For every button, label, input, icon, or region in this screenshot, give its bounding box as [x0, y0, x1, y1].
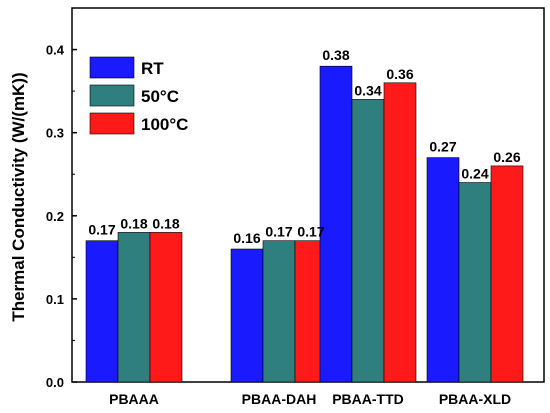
bar [149, 232, 183, 383]
legend-label: 100°C [141, 115, 188, 134]
legend-label: RT [141, 59, 164, 78]
y-tick-label: 0.3 [46, 126, 64, 141]
bar [426, 157, 460, 383]
y-tick-label: 0.0 [46, 375, 64, 390]
x-tick-label: PBAA-DAH [242, 391, 317, 407]
bar [262, 240, 296, 383]
x-tick-label: PBAA-TTD [332, 391, 404, 407]
bar [351, 99, 385, 383]
bar [230, 248, 264, 383]
data-label: 0.24 [461, 166, 488, 182]
x-axis: PBAAA PBAA-DAH PBAA-TTD PBAA-XLD [109, 377, 511, 407]
bar [85, 240, 119, 383]
data-labels: 0.17 0.18 0.18 0.16 0.17 0.17 0.38 0.34 0.36 0.27… [88, 47, 520, 246]
data-label: 0.18 [152, 215, 179, 231]
data-label: 0.17 [88, 222, 115, 238]
data-label: 0.36 [386, 66, 413, 82]
bars [85, 65, 524, 383]
data-label: 0.27 [429, 139, 456, 155]
bar [383, 82, 417, 383]
y-tick-label: 0.4 [46, 43, 65, 58]
legend-swatch [89, 56, 135, 79]
data-label: 0.17 [297, 224, 324, 240]
bar [490, 165, 524, 383]
y-tick-label: 0.2 [46, 209, 64, 224]
bar [458, 182, 492, 383]
y-tick-label: 0.1 [46, 292, 64, 307]
data-label: 0.38 [322, 47, 349, 63]
data-label: 0.26 [493, 149, 520, 165]
legend-swatch [89, 84, 135, 107]
x-tick-label: PBAAA [109, 391, 159, 407]
y-axis: 0.0 0.1 0.2 0.3 0.4 [46, 43, 77, 390]
legend-label: 50°C [141, 87, 179, 106]
data-label: 0.34 [354, 82, 381, 98]
data-label: 0.17 [265, 224, 292, 240]
bar [319, 65, 353, 383]
data-label: 0.18 [120, 215, 147, 231]
legend: RT 50°C 100°C [89, 56, 188, 135]
bar [117, 232, 151, 383]
y-axis-title: Thermal Conductivity (W/(mK)) [9, 72, 28, 321]
x-tick-label: PBAA-XLD [439, 391, 511, 407]
legend-swatch [89, 112, 135, 135]
data-label: 0.16 [233, 230, 260, 246]
